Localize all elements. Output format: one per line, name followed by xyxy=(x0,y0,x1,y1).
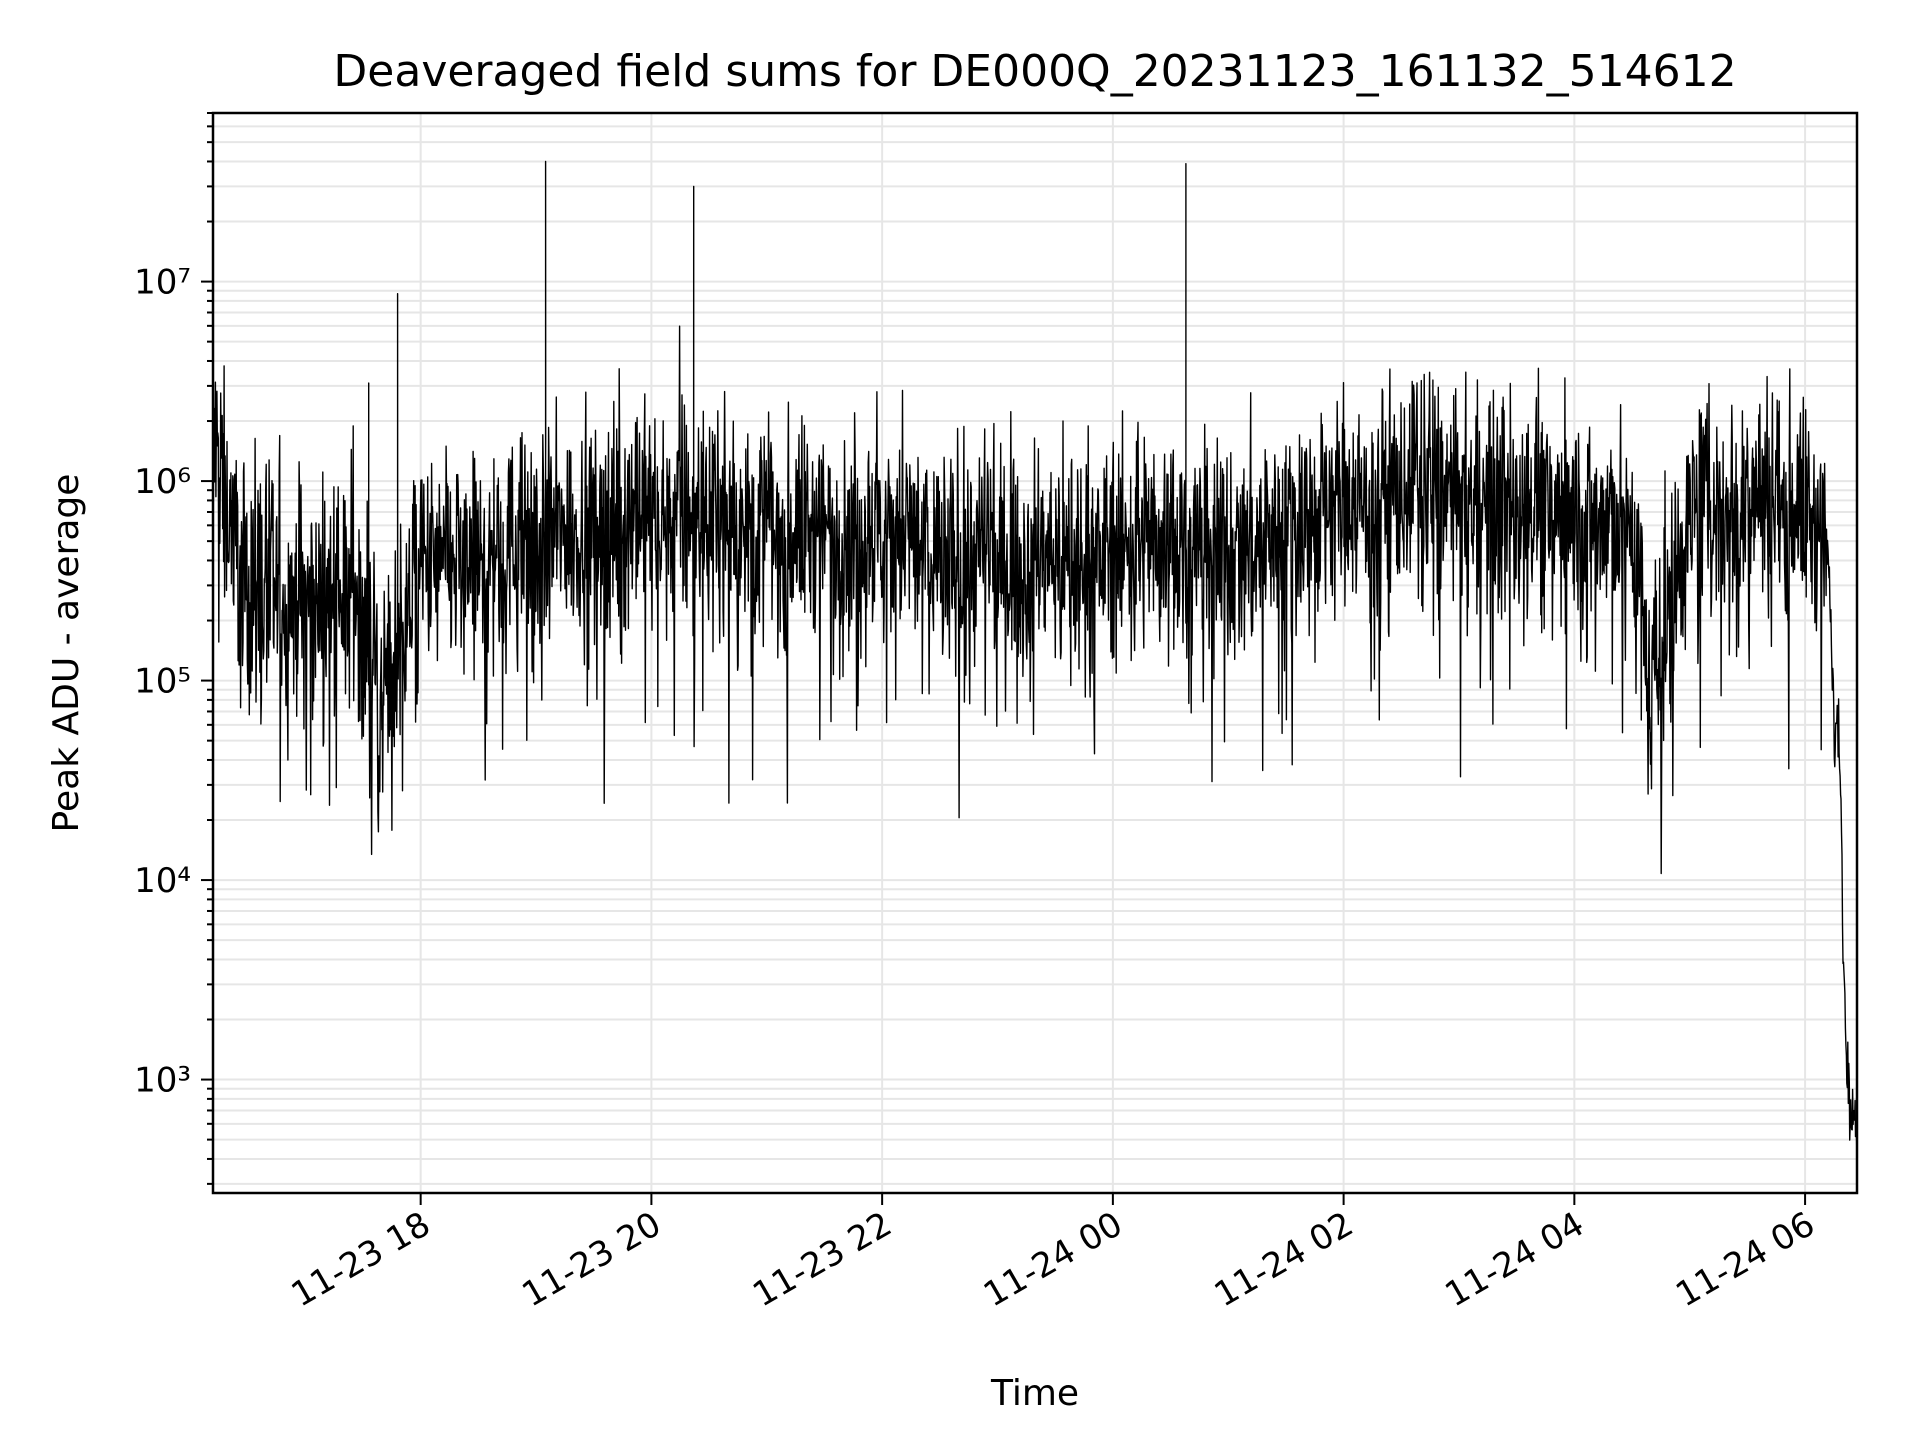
series-line xyxy=(212,160,1858,1166)
x-axis-title: Time xyxy=(990,1373,1079,1414)
y-axis-title: Peak ADU - average xyxy=(46,474,87,833)
y-tick-label: 10⁶ xyxy=(134,462,191,502)
chart-title: Deaveraged field sums for DE000Q_2023112… xyxy=(333,46,1736,97)
series-layer xyxy=(212,160,1858,1166)
y-tick-label: 10⁴ xyxy=(134,861,191,901)
y-tick-label: 10³ xyxy=(134,1061,191,1101)
plot-frame xyxy=(211,111,1859,1195)
y-tick-label: 10⁷ xyxy=(134,263,191,303)
y-tick-label: 10⁵ xyxy=(134,662,191,702)
